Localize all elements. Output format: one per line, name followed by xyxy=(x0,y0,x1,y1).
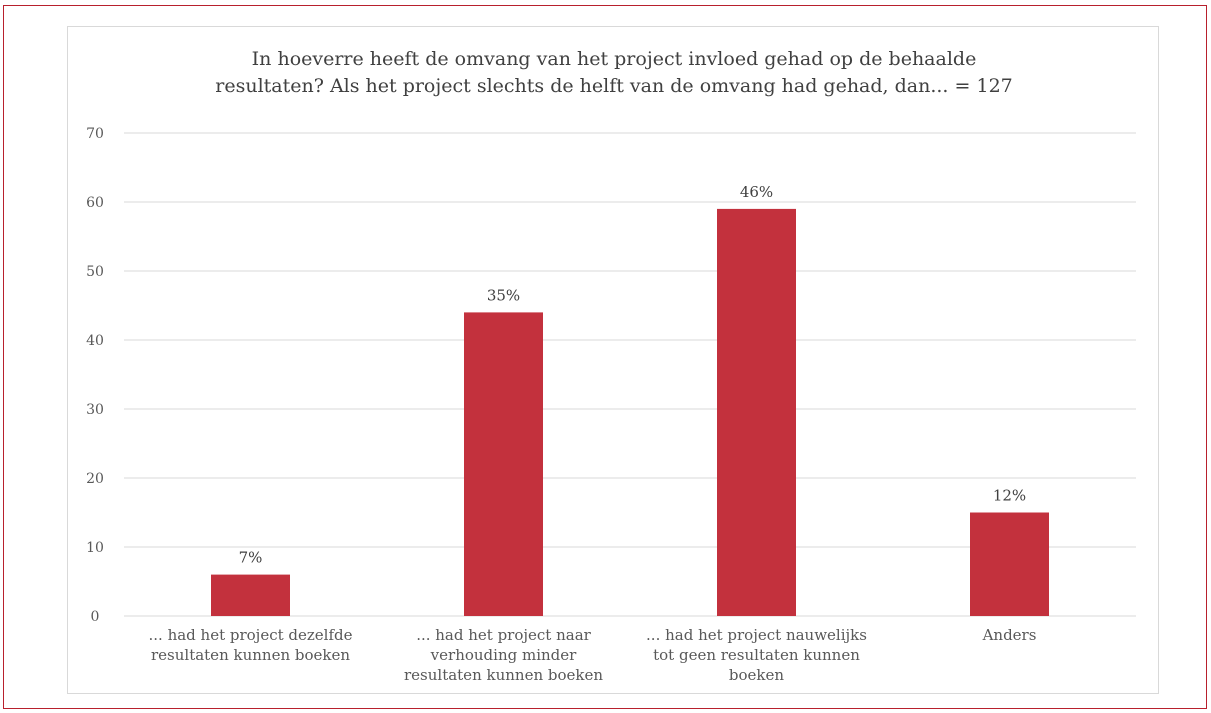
x-category-label: ... had het project nauwelijks xyxy=(646,626,867,644)
figure-frame: In hoeverre heeft de omvang van het proj… xyxy=(3,5,1207,709)
chart-title: In hoeverre heeft de omvang van het proj… xyxy=(215,48,1013,97)
y-tick-label: 0 xyxy=(91,609,100,625)
x-category-label: tot geen resultaten kunnen xyxy=(653,646,860,664)
chart-title-line: In hoeverre heeft de omvang van het proj… xyxy=(252,48,977,70)
bar-chart: In hoeverre heeft de omvang van het proj… xyxy=(86,48,1136,684)
y-tick-label: 20 xyxy=(86,471,104,487)
bar xyxy=(464,312,543,616)
y-tick-label: 70 xyxy=(86,126,104,142)
x-category-label: resultaten kunnen boeken xyxy=(151,646,350,664)
bar xyxy=(211,574,290,616)
chart-card: In hoeverre heeft de omvang van het proj… xyxy=(67,26,1159,694)
x-category-label: resultaten kunnen boeken xyxy=(404,666,603,684)
data-label: 12% xyxy=(993,487,1026,505)
x-category-label: verhouding minder xyxy=(430,646,577,664)
chart-title-line: resultaten? Als het project slechts de h… xyxy=(215,75,1013,97)
data-label: 7% xyxy=(239,549,263,567)
x-category-label: ... had het project naar xyxy=(416,626,591,644)
y-tick-label: 10 xyxy=(86,540,104,556)
y-tick-label: 60 xyxy=(86,195,104,211)
y-axis-ticks: 0 10 20 30 40 50 60 70 xyxy=(86,126,104,625)
gridlines xyxy=(124,132,1136,617)
x-axis-categories: ... had het project dezelfde resultaten k… xyxy=(149,626,1037,684)
bar xyxy=(970,512,1049,616)
x-category-label: ... had het project dezelfde xyxy=(149,626,353,644)
data-label: 35% xyxy=(487,286,520,304)
x-category-label: Anders xyxy=(982,626,1037,644)
bars xyxy=(211,208,1049,616)
y-tick-label: 30 xyxy=(86,402,104,418)
bar xyxy=(717,208,796,616)
x-category-label: boeken xyxy=(729,666,784,684)
data-labels: 7% 35% 46% 12% xyxy=(239,183,1027,567)
y-tick-label: 50 xyxy=(86,264,104,280)
y-tick-label: 40 xyxy=(86,333,104,349)
data-label: 46% xyxy=(740,183,773,201)
